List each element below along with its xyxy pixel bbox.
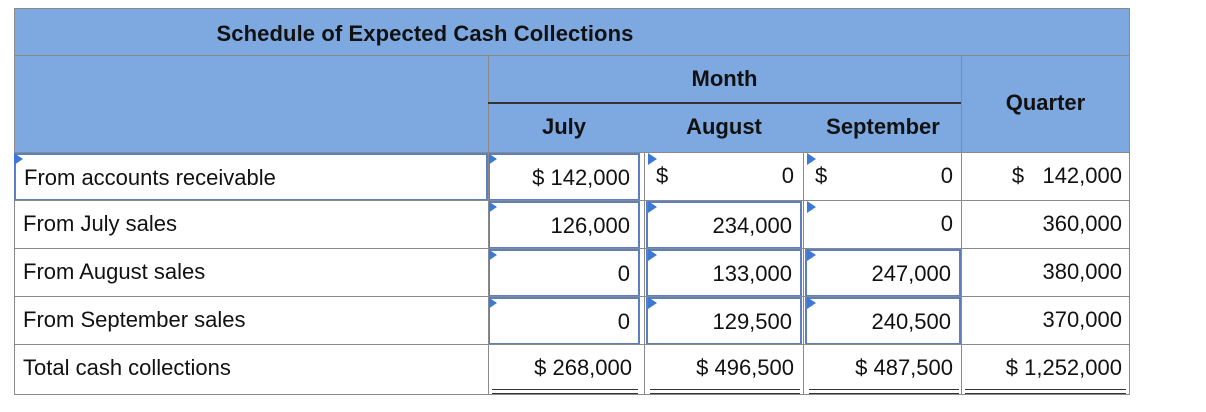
month-underline: [488, 102, 961, 104]
input-marker-icon: [488, 297, 497, 309]
header-month: Month: [691, 66, 758, 91]
header-quarter: Quarter: [1005, 90, 1086, 115]
header-quarter-cell: [961, 56, 1130, 152]
input-marker-icon: [488, 249, 497, 261]
column-divider: [644, 152, 645, 394]
double-underline: [650, 389, 800, 394]
column-divider: [961, 152, 962, 394]
currency-symbol: $: [656, 163, 669, 188]
july-september-sales-input[interactable]: 0: [488, 297, 640, 345]
input-marker-icon: [14, 153, 23, 165]
july-ar-input[interactable]: $ 142,000: [488, 153, 640, 201]
input-marker-icon: [807, 297, 816, 309]
schedule-title: Schedule of Expected Cash Collections: [216, 21, 634, 46]
table-row: From July sales 126,000 234,000 0 360,00…: [14, 200, 1130, 249]
row-label-september-sales: From September sales: [14, 297, 488, 345]
august-august-sales-input[interactable]: 133,000: [646, 249, 802, 297]
quarter-september-sales-value: 370,000: [1042, 307, 1122, 332]
row-label-total: Total cash collections: [14, 345, 488, 395]
cash-collections-schedule: Schedule of Expected Cash Collections Mo…: [14, 8, 1130, 396]
table-row: From September sales 0 129,500 240,500 3…: [14, 296, 1130, 345]
table-row: From August sales 0 133,000 247,000 380,…: [14, 248, 1130, 297]
row-label-july-sales: From July sales: [14, 201, 488, 249]
double-underline: [965, 389, 1126, 394]
header-august: August: [686, 114, 762, 139]
input-marker-icon: [807, 153, 816, 165]
header-july: July: [541, 114, 587, 139]
input-marker-icon: [648, 297, 657, 309]
quarter-ar-value: $ 142,000: [1011, 163, 1122, 188]
table-bottom-border: [14, 394, 1130, 395]
july-august-sales-input[interactable]: 0: [488, 249, 640, 297]
currency-symbol: $: [815, 163, 828, 188]
input-marker-icon: [807, 201, 816, 213]
input-marker-icon: [648, 201, 657, 213]
column-divider: [1129, 152, 1130, 394]
july-total-value: $ 268,000: [534, 355, 632, 380]
column-divider: [488, 152, 489, 394]
september-august-sales-input[interactable]: 247,000: [805, 249, 961, 297]
september-september-sales-input[interactable]: 240,500: [805, 297, 961, 345]
september-ar-value: 0: [940, 163, 953, 188]
august-total-value: $ 496,500: [696, 355, 794, 380]
september-ar-cell: $ 0: [805, 153, 961, 201]
august-july-sales-input[interactable]: 234,000: [646, 201, 802, 249]
column-divider: [803, 152, 804, 394]
input-marker-icon: [648, 249, 657, 261]
september-total-value: $ 487,500: [855, 355, 953, 380]
input-marker-icon: [807, 249, 816, 261]
total-row: Total cash collections $ 268,000 $ 496,5…: [14, 344, 1130, 395]
july-july-sales-input[interactable]: 126,000: [488, 201, 640, 249]
header-month-group: [488, 56, 961, 152]
input-marker-icon: [488, 201, 497, 213]
input-marker-icon: [648, 153, 657, 165]
august-ar-value: 0: [781, 163, 794, 188]
table-row: From accounts receivable $ 142,000 $ 0 $…: [14, 152, 1130, 201]
quarter-august-sales-value: 380,000: [1042, 259, 1122, 284]
schedule-title-bar: Schedule of Expected Cash Collections: [14, 8, 1130, 56]
september-july-sales-value: 0: [940, 211, 953, 236]
august-september-sales-input[interactable]: 129,500: [646, 297, 802, 345]
header-blank-cell: [14, 56, 488, 152]
header-september: September: [826, 114, 940, 139]
quarter-total-value: $ 1,252,000: [1005, 355, 1122, 380]
row-label-text: From accounts receivable: [24, 165, 276, 190]
double-underline: [492, 389, 638, 394]
august-ar-cell: $ 0: [646, 153, 802, 201]
row-label-august-sales: From August sales: [14, 249, 488, 297]
row-label-accounts-receivable[interactable]: From accounts receivable: [14, 153, 488, 201]
input-marker-icon: [488, 153, 497, 165]
double-underline: [809, 389, 959, 394]
quarter-july-sales-value: 360,000: [1042, 211, 1122, 236]
